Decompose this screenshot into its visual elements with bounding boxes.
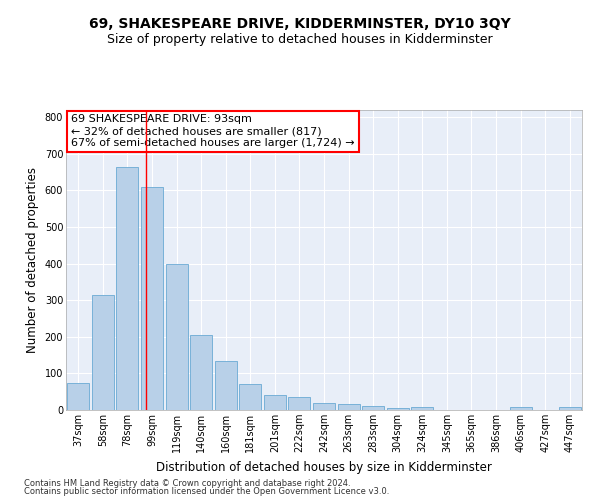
Y-axis label: Number of detached properties: Number of detached properties	[26, 167, 39, 353]
Bar	[338, 404, 359, 410]
Bar	[559, 407, 581, 410]
Bar	[264, 396, 286, 410]
Text: Size of property relative to detached houses in Kidderminster: Size of property relative to detached ho…	[107, 32, 493, 46]
Text: 69 SHAKESPEARE DRIVE: 93sqm
← 32% of detached houses are smaller (817)
67% of se: 69 SHAKESPEARE DRIVE: 93sqm ← 32% of det…	[71, 114, 355, 148]
Text: Contains public sector information licensed under the Open Government Licence v3: Contains public sector information licen…	[24, 487, 389, 496]
X-axis label: Distribution of detached houses by size in Kidderminster: Distribution of detached houses by size …	[156, 460, 492, 473]
Bar	[411, 407, 433, 410]
Bar	[116, 166, 139, 410]
Bar	[289, 397, 310, 410]
Bar	[509, 407, 532, 410]
Text: 69, SHAKESPEARE DRIVE, KIDDERMINSTER, DY10 3QY: 69, SHAKESPEARE DRIVE, KIDDERMINSTER, DY…	[89, 18, 511, 32]
Text: Contains HM Land Registry data © Crown copyright and database right 2024.: Contains HM Land Registry data © Crown c…	[24, 478, 350, 488]
Bar	[67, 382, 89, 410]
Bar	[386, 408, 409, 410]
Bar	[92, 296, 114, 410]
Bar	[190, 335, 212, 410]
Bar	[313, 402, 335, 410]
Bar	[141, 187, 163, 410]
Bar	[215, 362, 237, 410]
Bar	[166, 264, 188, 410]
Bar	[239, 384, 262, 410]
Bar	[362, 406, 384, 410]
